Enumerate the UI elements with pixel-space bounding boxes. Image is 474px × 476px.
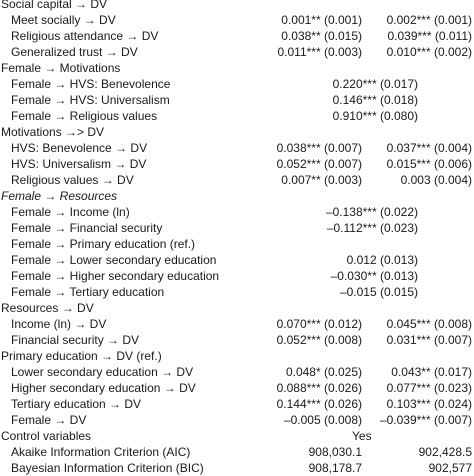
cell: 908,030.1 [308,445,362,459]
section-row: Control variables Yes [0,428,474,444]
section-title: Control variables [1,429,92,443]
table-row: Akaike Information Criterion (AIC) 908,03… [0,444,474,460]
cell: 0.010*** (0.002) [386,45,472,59]
row-label: Tertiary education → DV [11,397,142,411]
cell: –0.138*** (0.022) [325,205,418,219]
cell: –0.005 (0.008) [283,413,362,427]
row-label: Religious attendance → DV [11,29,159,43]
section-title: Primary education → DV (ref.) [1,349,162,363]
row-label: Female → Income (ln) [11,205,130,219]
table-row: Female → HVS: Benevolence 0.220*** (0.017… [0,76,474,92]
cell: 0.052*** (0.007) [276,157,362,171]
section-title: Motivations →> DV [1,125,105,139]
cell: 0.031*** (0.007) [386,333,472,347]
cell: 0.910*** (0.080) [332,109,418,123]
table-row: Religious attendance → DV 0.038** (0.015)… [0,28,474,44]
table-row: Female → Tertiary education –0.015 (0.015… [0,284,474,300]
section-title: Female → Motivations [1,61,121,75]
table-row: Female → DV –0.005 (0.008) –0.039*** (0.00… [0,412,474,428]
row-label: Female → DV [11,413,87,427]
row-label: Female → Religious values [11,109,158,123]
section-title: Social capital → DV [1,0,108,11]
cell: 0.007** (0.003) [281,173,362,187]
cell: 0.052*** (0.008) [276,333,362,347]
row-label: Female → Lower secondary education [11,253,217,267]
section-row: Female → Motivations [0,60,474,76]
cell: –0.015 (0.015) [339,285,418,299]
cell: –0.112*** (0.023) [326,221,418,235]
cell: –0.039*** (0.007) [379,413,472,427]
cell: 0.001** (0.001) [281,13,362,27]
row-label: Higher secondary education → DV [11,381,196,395]
table-row: Bayesian Information Criterion (BIC) 908,… [0,460,474,476]
table-row: HVS: Universalism → DV 0.052*** (0.007) 0.… [0,156,474,172]
cell: 0.037*** (0.004) [386,141,472,155]
section-title: Resources → DV [1,301,94,315]
table-row: HVS: Benevolence → DV 0.038*** (0.007) 0.0… [0,140,474,156]
section-row: Social capital → DV [0,0,474,12]
cell: 0.012 (0.013) [346,253,418,267]
row-label: Generalized trust → DV [11,45,138,59]
cell: 902,577 [428,461,472,475]
table-row: Income (ln) → DV 0.070*** (0.012) 0.045***… [0,316,474,332]
row-label: Female → Higher secondary education [11,269,220,283]
row-label: Religious values → DV [11,173,134,187]
row-label: Female → Primary education (ref.) [11,237,196,251]
table-row: Female → Higher secondary education –0.03… [0,268,474,284]
cell: 0.070*** (0.012) [276,317,362,331]
cell: 0.144*** (0.026) [276,397,362,411]
section-title: Female → Resources [1,189,118,203]
cell: 0.048* (0.025) [285,365,362,379]
cell: 0.003 (0.004) [400,173,472,187]
section-row: Female → Resources [0,188,474,204]
cell: 0.077*** (0.023) [386,381,472,395]
section-row: Resources → DV [0,300,474,316]
cell: 0.039*** (0.011) [387,29,472,43]
row-label: Income (ln) → DV [11,317,107,331]
table-row: Tertiary education → DV 0.144*** (0.026) 0… [0,396,474,412]
cell: 0.045*** (0.008) [386,317,472,331]
cell: 0.146*** (0.018) [332,93,418,107]
table-row: Higher secondary education → DV 0.088*** … [0,380,474,396]
cell: 908,178.7 [308,461,362,475]
cell: 0.043** (0.017) [391,365,472,379]
cell: 0.011*** (0.003) [277,45,362,59]
table-row: Financial security → DV 0.052*** (0.008) 0… [0,332,474,348]
row-label: Female → Financial security [11,221,163,235]
row-label: Lower secondary education → DV [11,365,194,379]
row-label: Female → HVS: Universalism [11,93,170,107]
row-label: Bayesian Information Criterion (BIC) [11,461,204,475]
row-label: Female → Tertiary education [11,285,165,299]
cell: 0.103*** (0.024) [386,397,472,411]
cell: 0.038** (0.015) [281,29,362,43]
table-row: Religious values → DV 0.007** (0.003) 0.00… [0,172,474,188]
cell: 902,428.5 [418,445,472,459]
table-row: Generalized trust → DV 0.011*** (0.003) 0.… [0,44,474,60]
row-label: Meet socially → DV [11,13,116,27]
table-row: Female → Income (ln) –0.138*** (0.022) [0,204,474,220]
cell: 0.015*** (0.006) [386,157,472,171]
cell: 0.220*** (0.017) [332,77,418,91]
row-label: Female → HVS: Benevolence [11,77,171,91]
cell: 0.002*** (0.001) [386,13,472,27]
section-row: Primary education → DV (ref.) [0,348,474,364]
table-row: Female → Primary education (ref.) [0,236,474,252]
table-row: Lower secondary education → DV 0.048* (0.… [0,364,474,380]
section-row: Motivations →> DV [0,124,474,140]
table-row: Female → Lower secondary education 0.012 … [0,252,474,268]
row-label: HVS: Benevolence → DV [11,141,148,155]
row-label: Akaike Information Criterion (AIC) [11,445,191,459]
row-label: HVS: Universalism → DV [11,157,147,171]
table-row: Meet socially → DV 0.001** (0.001) 0.002**… [0,12,474,28]
cell: 0.088*** (0.026) [276,381,362,395]
cell: –0.030** (0.013) [330,269,418,283]
table-row: Female → Financial security –0.112*** (0.… [0,220,474,236]
table-row: Female → Religious values 0.910*** (0.080… [0,108,474,124]
cell: Yes [352,429,372,443]
table-row: Female → HVS: Universalism 0.146*** (0.01… [0,92,474,108]
cell: 0.038*** (0.007) [276,141,362,155]
row-label: Financial security → DV [11,333,140,347]
